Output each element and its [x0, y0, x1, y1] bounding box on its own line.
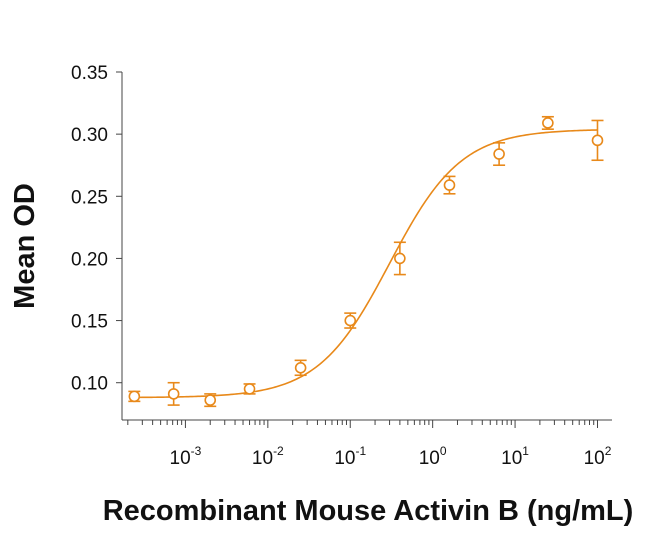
x-tick-label: 102 — [584, 444, 612, 469]
x-tick-label: 100 — [419, 444, 447, 469]
data-point — [591, 134, 604, 147]
data-point — [344, 314, 357, 327]
y-tick-label: 0.10 — [71, 374, 108, 395]
ticks: 0.10 0.15 0.20 0.25 0.30 0.35 10-3 10-2 10-1 100 1… — [71, 63, 612, 469]
fit-curve-layer — [134, 129, 598, 399]
data-point — [493, 148, 505, 160]
axes — [121, 72, 612, 421]
x-tick-label: 10-1 — [334, 444, 366, 469]
data-point — [294, 361, 307, 374]
fit-curve — [134, 129, 598, 399]
x-axis-title: Recombinant Mouse Activin B (ng/mL) — [103, 495, 634, 527]
data-point — [443, 179, 456, 191]
y-tick-label: 0.30 — [71, 125, 108, 146]
x-tick-label: 10-3 — [170, 444, 202, 469]
y-tick-label: 0.20 — [71, 249, 108, 270]
y-tick-label: 0.15 — [71, 312, 108, 333]
data-point — [542, 117, 554, 129]
data-point — [243, 383, 256, 395]
data-point — [167, 388, 180, 400]
y-tick-label: 0.25 — [71, 187, 108, 208]
data-points — [128, 115, 604, 408]
x-tick-label: 10-2 — [252, 444, 284, 469]
x-tick-label: 101 — [501, 444, 529, 469]
data-point — [204, 394, 217, 406]
y-axis-title: Mean OD — [9, 183, 41, 309]
data-point — [128, 390, 141, 403]
y-tick-label: 0.35 — [71, 63, 108, 84]
data-point — [394, 252, 406, 265]
